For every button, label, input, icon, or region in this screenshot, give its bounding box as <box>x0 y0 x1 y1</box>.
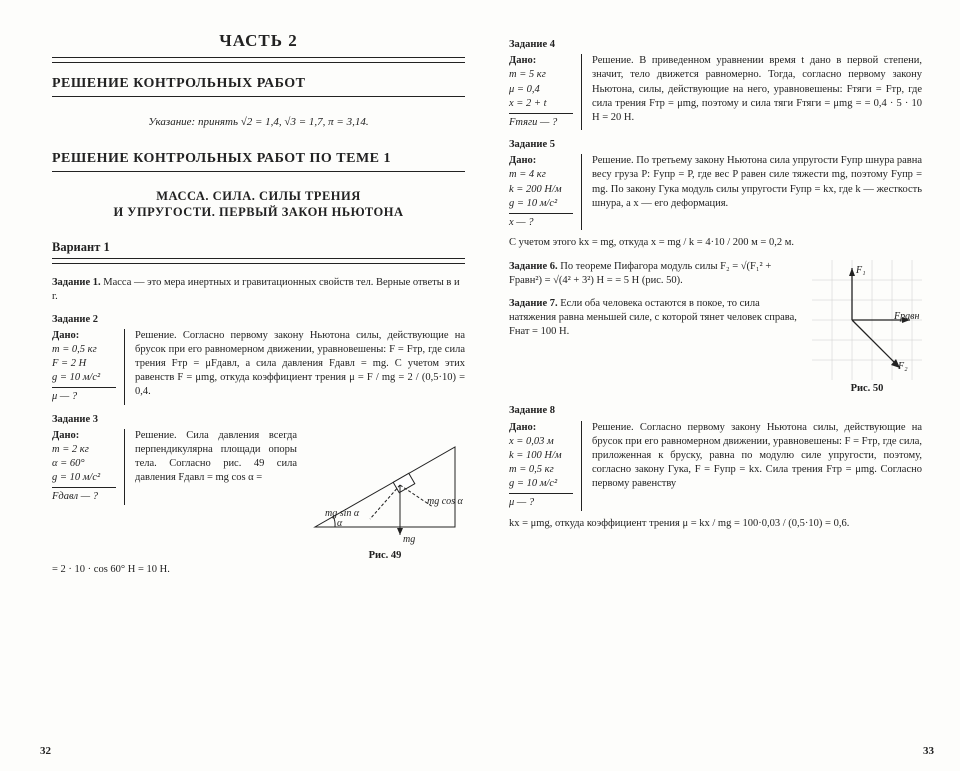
task-4: Дано: m = 5 кг μ = 0,4 x = 2 + t Fтяги —… <box>509 54 922 130</box>
label-alpha: α <box>337 517 342 531</box>
divider <box>52 57 465 63</box>
figure-50-caption: Рис. 50 <box>812 382 922 396</box>
task-3: Дано: m = 2 кг α = 60° g = 10 м/с² Fдавл… <box>52 427 465 563</box>
task-3-solution: Решение. Сила давления всегда перпендику… <box>125 429 297 486</box>
label-mgcos: mg cos α <box>427 495 463 509</box>
figure-49: mg mg cos α mg sin α α Рис. 49 <box>305 427 465 563</box>
task-5-after: С учетом этого kx = mg, откуда x = mg / … <box>509 236 922 250</box>
task-3-after: = 2 · 10 · cos 60° Н = 10 Н. <box>52 563 465 577</box>
task-8-solution: Решение. Согласно первому закону Ньютона… <box>582 421 922 492</box>
page-right: Задание 4 Дано: m = 5 кг μ = 0,4 x = 2 +… <box>485 30 940 753</box>
label-fravn: Fравн <box>894 310 919 324</box>
label-mg: mg <box>403 533 415 547</box>
task-7: Задание 7. Если оба человека остаются в … <box>509 297 804 340</box>
task-3-given: Дано: m = 2 кг α = 60° g = 10 м/с² Fдавл… <box>52 429 125 505</box>
task-5-solution: Решение. По третьему закону Ньютона сила… <box>582 154 922 211</box>
page-number-right: 33 <box>923 744 934 759</box>
task-4-solution: Решение. В приведенном уравнении время t… <box>582 54 922 125</box>
hint-text: Указание: принять √2 = 1,4, √3 = 1,7, π … <box>52 115 465 130</box>
task-2-heading: Задание 2 <box>52 313 465 327</box>
figure-49-caption: Рис. 49 <box>305 549 465 563</box>
page-number-left: 32 <box>40 744 51 759</box>
label-f2: F₂ <box>898 360 908 374</box>
task-6: Задание 6. По теореме Пифагора модуль си… <box>509 260 804 288</box>
page-left: ЧАСТЬ 2 РЕШЕНИЕ КОНТРОЛЬНЫХ РАБОТ Указан… <box>34 30 485 753</box>
label-f1: F₁ <box>856 264 866 278</box>
section-title: РЕШЕНИЕ КОНТРОЛЬНЫХ РАБОТ <box>52 75 465 94</box>
theme-title: РЕШЕНИЕ КОНТРОЛЬНЫХ РАБОТ ПО ТЕМЕ 1 <box>52 150 465 169</box>
part-title: ЧАСТЬ 2 <box>52 30 465 53</box>
task-5-heading: Задание 5 <box>509 138 922 152</box>
task-3-heading: Задание 3 <box>52 413 465 427</box>
topic-title: МАССА. СИЛА. СИЛЫ ТРЕНИЯ И УПРУГОСТИ. ПЕ… <box>52 188 465 222</box>
divider <box>52 96 465 97</box>
figure-50: F₁ Fравн F₂ Рис. 50 <box>812 260 922 396</box>
task-1: Задание 1. Масса — это мера инертных и г… <box>52 276 465 304</box>
task-5: Дано: m = 4 кг k = 200 Н/м g = 10 м/с² x… <box>509 154 922 230</box>
task-2-solution: Решение. Согласно первому закону Ньютона… <box>125 329 465 400</box>
variant-heading: Вариант 1 <box>52 239 465 256</box>
task-2-given: Дано: m = 0,5 кг F = 2 Н g = 10 м/с² μ —… <box>52 329 125 405</box>
tasks-6-7-row: Задание 6. По теореме Пифагора модуль си… <box>509 260 922 396</box>
task-8-heading: Задание 8 <box>509 404 922 418</box>
task-8: Дано: x = 0,03 м k = 100 Н/м m = 0,5 кг … <box>509 421 922 511</box>
divider <box>52 171 465 172</box>
task-4-heading: Задание 4 <box>509 38 922 52</box>
task-2: Дано: m = 0,5 кг F = 2 Н g = 10 м/с² μ —… <box>52 329 465 405</box>
divider <box>52 258 465 264</box>
task-8-after: kx = μmg, откуда коэффициент трения μ = … <box>509 517 922 531</box>
